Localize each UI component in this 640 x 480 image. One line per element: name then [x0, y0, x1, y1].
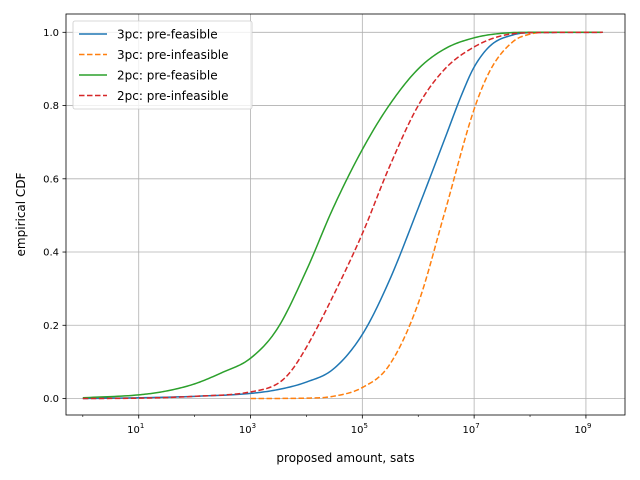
x-axis-label: proposed amount, sats	[276, 451, 414, 465]
legend-label: 3pc: pre-feasible	[117, 28, 218, 42]
x-tick-exponent: 1	[140, 422, 144, 430]
legend-label: 2pc: pre-infeasible	[117, 89, 229, 103]
legend-label: 3pc: pre-infeasible	[117, 48, 229, 62]
series-line	[82, 31, 603, 399]
series-line	[250, 31, 603, 400]
x-tick-base: 10	[463, 425, 476, 436]
y-tick-label: 0.2	[43, 321, 59, 332]
plot-frame	[65, 13, 626, 416]
x-tick-exponent: 7	[475, 422, 479, 430]
x-tick-label: 103	[239, 422, 256, 436]
x-tick-label: 109	[574, 422, 591, 436]
x-tick-base: 10	[351, 425, 364, 436]
y-tick-label: 0.0	[43, 394, 59, 405]
y-tick-label: 0.6	[43, 174, 59, 185]
y-tick-label: 0.4	[43, 248, 59, 259]
x-tick-exponent: 5	[363, 422, 367, 430]
x-tick-base: 10	[239, 425, 252, 436]
legend-frame	[72, 20, 253, 110]
x-axis-ticks: 101 103 105 107 109	[82, 415, 592, 436]
x-tick-exponent: 9	[587, 422, 591, 430]
x-tick-label: 107	[463, 422, 480, 436]
y-tick-label: 0.8	[43, 101, 59, 112]
y-axis-label: empirical CDF	[14, 172, 28, 256]
series-lines	[82, 31, 603, 400]
series-line	[82, 31, 603, 400]
y-axis-ticks: 0.0 0.2 0.4 0.6 0.8 1.0	[43, 28, 66, 405]
x-tick-label: 105	[351, 422, 368, 436]
legend-label: 2pc: pre-feasible	[117, 69, 218, 83]
legend: 3pc: pre-feasible 3pc: pre-infeasible 2pc:…	[72, 20, 253, 110]
x-tick-base: 10	[127, 425, 140, 436]
y-tick-label: 1.0	[43, 28, 59, 39]
x-tick-exponent: 3	[252, 422, 256, 430]
x-tick-label: 101	[127, 422, 144, 436]
x-tick-base: 10	[574, 425, 587, 436]
